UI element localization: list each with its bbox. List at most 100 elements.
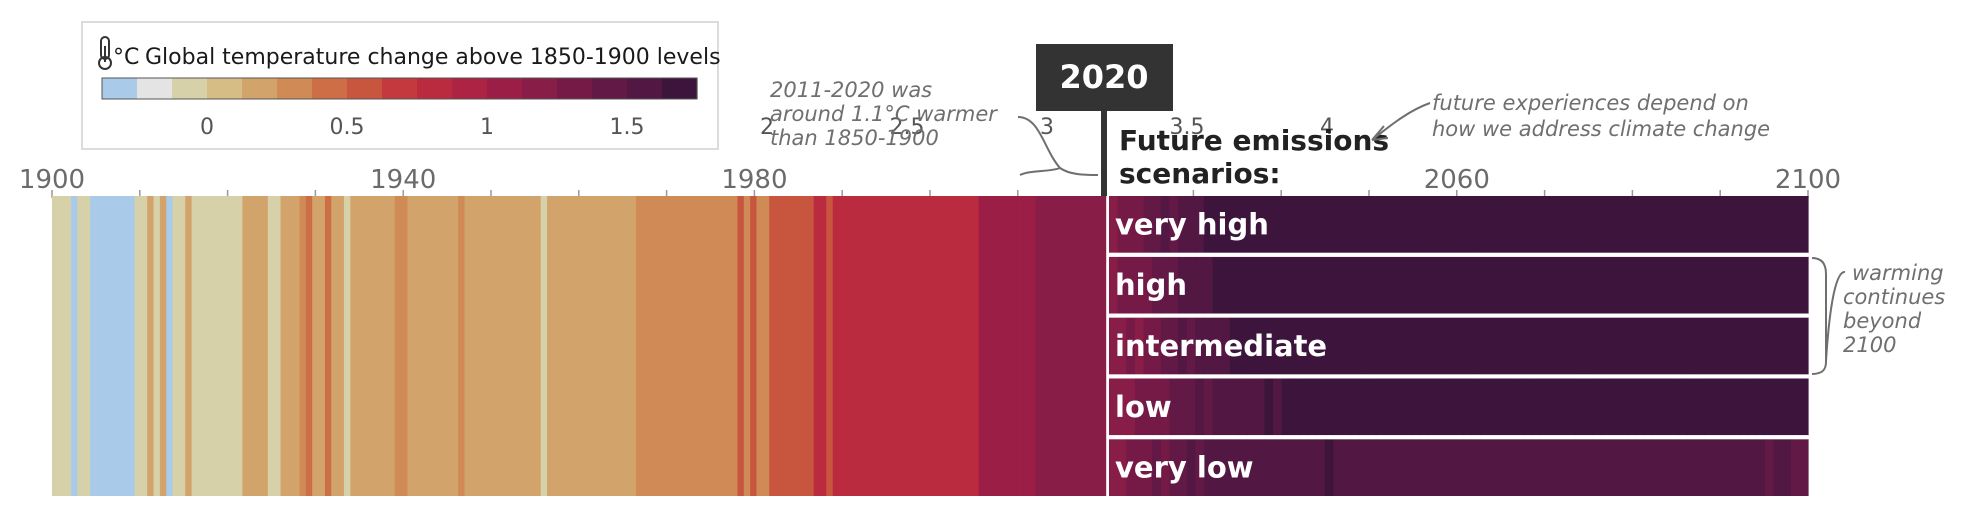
historical-stripe (464, 196, 472, 496)
scenario-stripe (1445, 317, 1455, 375)
scenario-stripe (1212, 378, 1222, 436)
scenario-stripe (1255, 256, 1265, 314)
scenario-stripe (1790, 317, 1800, 375)
scenario-stripe (1109, 439, 1119, 496)
scenario-stripe (1393, 196, 1404, 253)
historical-stripe (991, 196, 999, 496)
legend-tick-label: 0.5 (330, 115, 365, 140)
scenario-stripe (1376, 256, 1386, 314)
historical-stripe (978, 196, 986, 496)
scenario-stripe (1531, 439, 1542, 496)
scenario-stripe (1109, 317, 1119, 375)
scenario-stripe (1117, 196, 1127, 253)
scenario-stripe (1229, 317, 1240, 375)
historical-stripe (693, 196, 700, 496)
scenario-stripe (1575, 256, 1585, 314)
scenario-stripe (1557, 439, 1567, 496)
historical-stripe (515, 196, 523, 496)
scenario-stripe (1247, 256, 1257, 314)
historical-stripe (77, 196, 85, 496)
historical-stripe (832, 196, 840, 496)
historical-stripe (965, 196, 973, 496)
scenario-stripe (1419, 256, 1429, 314)
scenario-stripe (1738, 378, 1749, 436)
scenario-stripe (1342, 439, 1352, 496)
historical-stripe (451, 196, 459, 496)
scenario-stripe (1669, 196, 1680, 253)
historical-stripe (915, 196, 923, 496)
scenario-stripe (1618, 439, 1628, 496)
year-2020-marker: 2020 (1036, 44, 1173, 196)
scenario-stripe (1169, 256, 1179, 314)
historical-stripe (642, 196, 650, 496)
historical-stripe (388, 196, 396, 496)
scenario-stripe (1264, 317, 1274, 375)
scenario-stripe (1462, 378, 1473, 436)
historical-stripe (908, 196, 916, 496)
scenario-stripe (1255, 378, 1265, 436)
historical-stripe (889, 196, 897, 496)
historical-stripe (458, 196, 466, 496)
historical-stripe (1029, 196, 1037, 496)
scenario-stripe (1669, 439, 1680, 496)
historical-stripe (71, 196, 78, 496)
scenario-stripe (1428, 196, 1438, 253)
future-experiences-note: future experiences depend on how we addr… (1371, 91, 1770, 141)
historical-stripe (204, 196, 212, 496)
scenario-stripe (1229, 256, 1240, 314)
scenario-stripe (1661, 439, 1671, 496)
scenario-stripe (1652, 256, 1662, 314)
scenario-stripe (1203, 317, 1214, 375)
scenario-stripe (1488, 317, 1498, 375)
historical-stripe (178, 196, 186, 496)
scenario-stripe (1652, 317, 1662, 375)
scenario-stripe (1333, 256, 1343, 314)
historical-stripe (591, 196, 599, 496)
scenario-stripe (1307, 196, 1317, 253)
scenario-stripe (1687, 317, 1697, 375)
scenario-stripe (1264, 196, 1274, 253)
scenario-stripes (1109, 196, 1809, 496)
legend-tick-label: 3 (1040, 115, 1054, 140)
legend-tick-label: 1 (480, 115, 494, 140)
scenario-stripe (1238, 317, 1248, 375)
historical-stripe (261, 196, 269, 496)
scenario-labels: very high high intermediate low very low (1115, 207, 1327, 484)
legend-swatch (172, 78, 208, 99)
scenario-stripe (1600, 196, 1611, 253)
scenario-stripe (1117, 317, 1127, 375)
historical-stripe (946, 196, 954, 496)
scenario-stripe (1514, 439, 1524, 496)
historical-stripe (274, 196, 282, 496)
scenario-stripe (1298, 196, 1309, 253)
scenario-stripe (1376, 196, 1386, 253)
scenario-stripe (1557, 256, 1567, 314)
historical-stripe (121, 196, 129, 496)
scenario-stripe (1505, 196, 1516, 253)
historical-stripe (699, 196, 707, 496)
historical-stripe (623, 196, 631, 496)
scenario-stripe (1152, 439, 1162, 496)
scenario-stripe (1721, 378, 1731, 436)
scenario-stripe (1255, 439, 1265, 496)
scenario-stripe (1126, 317, 1136, 375)
scenario-stripe (1186, 256, 1196, 314)
historical-stripe (635, 196, 643, 496)
historical-stripe (1023, 196, 1031, 496)
legend-swatch (382, 78, 418, 99)
scenario-stripe (1600, 439, 1611, 496)
scenario-stripe (1678, 196, 1688, 253)
scenario-label: very high (1115, 207, 1269, 241)
scenario-stripe (1264, 378, 1274, 436)
historical-stripe (851, 196, 859, 496)
scenario-stripe (1721, 439, 1731, 496)
scenario-stripe (1203, 256, 1214, 314)
historical-stripe (585, 196, 593, 496)
scenario-label: very low (1115, 451, 1254, 485)
scenario-stripe (1134, 196, 1145, 253)
historical-stripe (318, 196, 326, 496)
scenario-stripe (1687, 439, 1697, 496)
scenario-stripe (1117, 256, 1127, 314)
scenario-stripe (1600, 378, 1611, 436)
scenario-stripe (1635, 256, 1645, 314)
